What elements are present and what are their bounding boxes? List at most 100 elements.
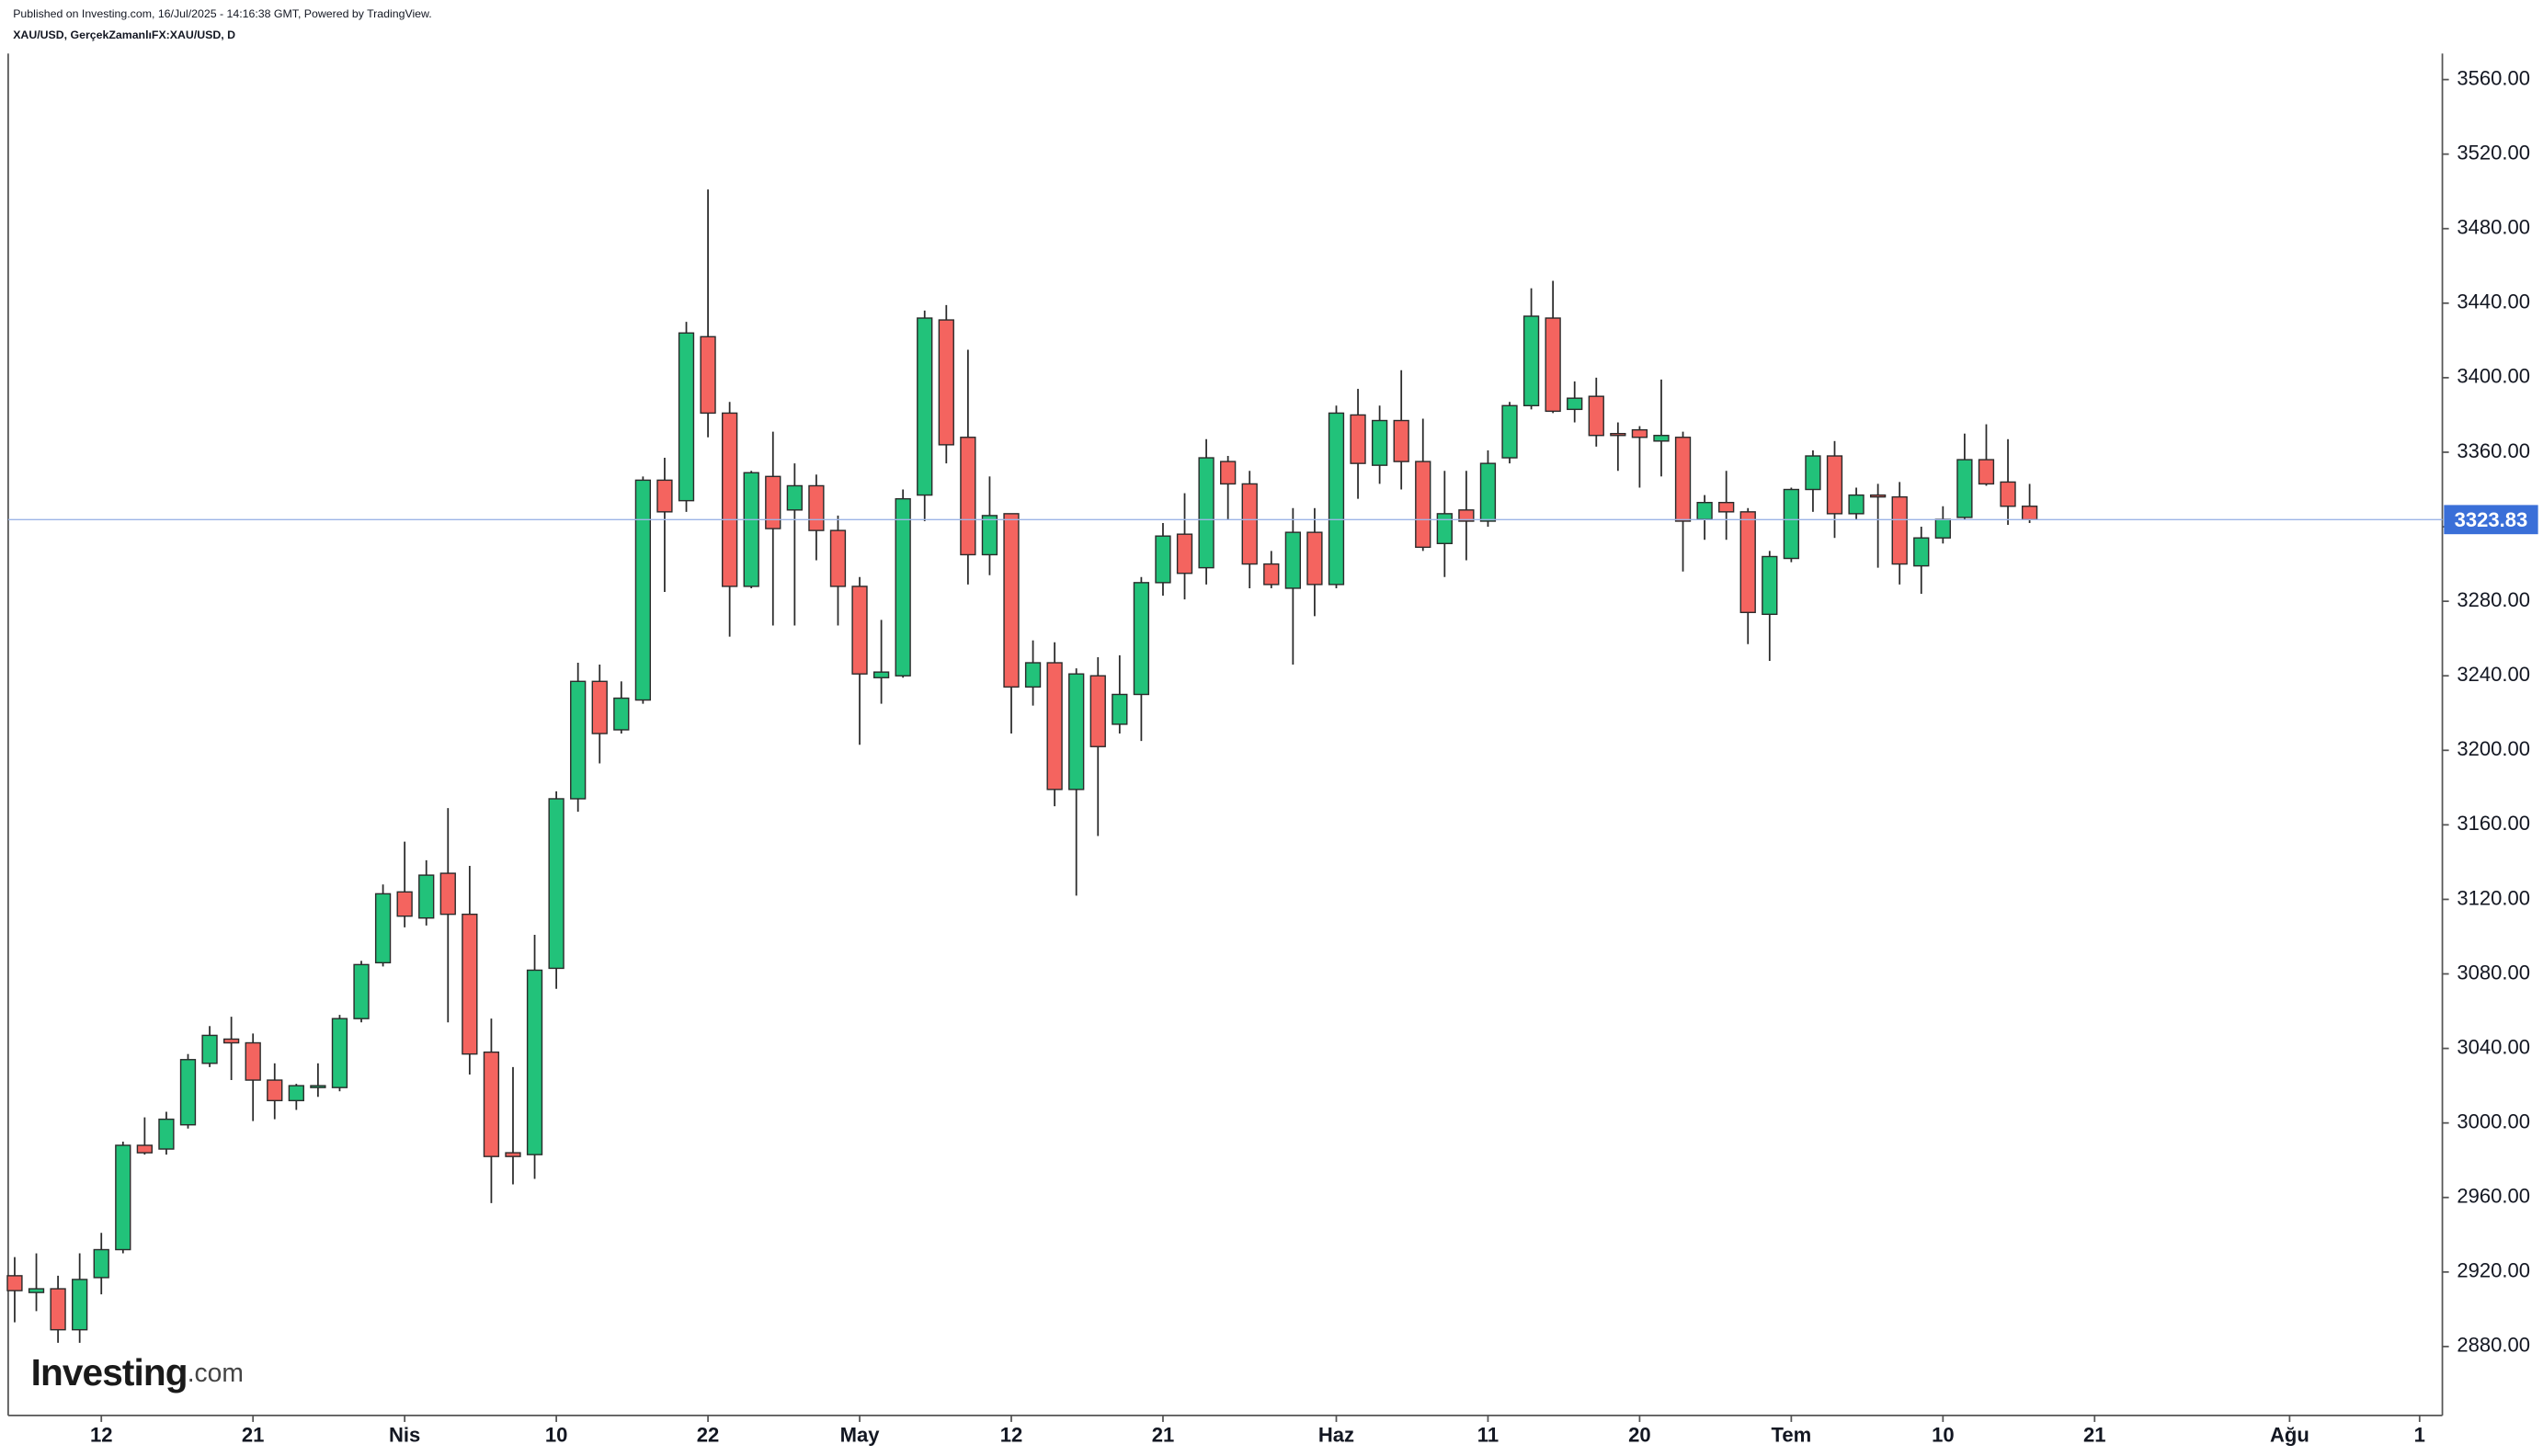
candle-body xyxy=(1978,459,1995,485)
candle-body xyxy=(938,319,954,446)
last-price-box xyxy=(2444,505,2538,535)
candle-body xyxy=(1393,419,1409,462)
candle-body xyxy=(1567,397,1583,411)
candle-body xyxy=(1176,533,1193,574)
y-tick-label: 2880.00 xyxy=(2457,1334,2530,1357)
candle-body xyxy=(1588,395,1604,437)
y-tick-label: 3480.00 xyxy=(2457,216,2530,239)
candle-body xyxy=(310,1085,326,1088)
candle-body xyxy=(418,874,435,919)
candle-body xyxy=(50,1288,66,1331)
candle-body xyxy=(1826,455,1843,515)
candle-body xyxy=(917,317,933,496)
y-tick-label: 3360.00 xyxy=(2457,439,2530,462)
candle-body xyxy=(331,1018,348,1088)
candle-body xyxy=(829,529,847,587)
candle-body xyxy=(591,680,608,734)
candle-body xyxy=(158,1118,175,1150)
candle-body xyxy=(1284,531,1301,589)
candle-body xyxy=(201,1034,218,1064)
x-tick-label: 1 xyxy=(2414,1424,2425,1447)
x-tick-label: Nis xyxy=(389,1424,420,1447)
candle-body xyxy=(786,484,803,511)
candle-body xyxy=(1848,494,1864,515)
candle-body xyxy=(179,1059,197,1126)
candle-body xyxy=(1046,662,1063,791)
candle-body xyxy=(1089,675,1106,747)
candle-body xyxy=(1718,501,1735,513)
candle-body xyxy=(895,497,911,677)
candle-body xyxy=(1610,432,1626,437)
candle-body xyxy=(1783,488,1800,560)
candle-body xyxy=(483,1051,500,1157)
y-tick-label: 3440.00 xyxy=(2457,290,2530,313)
y-tick-label: 3200.00 xyxy=(2457,737,2530,760)
x-tick-label: Ağu xyxy=(2270,1424,2309,1447)
candle-body xyxy=(851,586,868,675)
candle-body xyxy=(1436,513,1453,544)
candle-body xyxy=(808,484,825,531)
candle-body xyxy=(1415,461,1431,549)
watermark-suffix: .com xyxy=(188,1358,244,1387)
candle-body xyxy=(1805,455,1821,491)
symbol-label: XAU/USD, GerçekZamanlıFX:XAU/USD, D xyxy=(13,28,235,41)
y-tick-label: 3240.00 xyxy=(2457,663,2530,686)
candle-body xyxy=(1653,435,1670,442)
candle-body xyxy=(548,798,564,970)
published-note: Published on Investing.com, 16/Jul/2025 … xyxy=(13,7,432,20)
candle-body xyxy=(1545,317,1561,413)
y-tick-label: 3040.00 xyxy=(2457,1035,2530,1058)
y-tick-label: 2960.00 xyxy=(2457,1185,2530,1208)
candle-body xyxy=(115,1144,131,1251)
plot-area xyxy=(6,189,2038,1343)
candle-body xyxy=(1068,673,1085,791)
y-tick-label: 3000.00 xyxy=(2457,1110,2530,1133)
candle-body xyxy=(462,913,478,1055)
candle-body xyxy=(6,1275,23,1291)
candle-body xyxy=(981,515,998,556)
candle-body xyxy=(1631,428,1648,438)
candle-body xyxy=(1501,404,1518,459)
x-tick-label: 21 xyxy=(242,1424,265,1447)
candle-body xyxy=(1155,535,1171,584)
candle-body xyxy=(374,893,392,964)
y-tick-label: 3280.00 xyxy=(2457,588,2530,611)
candle-body xyxy=(634,479,652,701)
candle-body xyxy=(1522,315,1540,407)
candle-body xyxy=(570,680,587,800)
candle-body xyxy=(353,963,370,1019)
candle-body xyxy=(1458,509,1475,522)
candle-body xyxy=(222,1038,240,1044)
candle-body xyxy=(505,1152,521,1157)
candle-body xyxy=(613,697,630,731)
candle-body xyxy=(93,1248,109,1279)
candle-body xyxy=(1913,537,1930,567)
candle-body xyxy=(872,671,890,678)
candle-body xyxy=(1220,461,1237,485)
y-tick-label: 3400.00 xyxy=(2457,365,2530,388)
candle-body xyxy=(288,1085,304,1102)
candle-body xyxy=(72,1279,88,1331)
candle-body xyxy=(960,437,976,556)
candle-body xyxy=(1241,483,1258,565)
x-tick-label: 22 xyxy=(697,1424,720,1447)
candle-body xyxy=(656,479,673,513)
candle-body xyxy=(678,332,695,502)
x-tick-label: 21 xyxy=(2083,1424,2106,1447)
watermark: Investing.com xyxy=(31,1351,244,1393)
candle-body xyxy=(700,336,716,415)
candle-body xyxy=(1263,563,1280,586)
x-tick-label: 10 xyxy=(545,1424,568,1447)
y-tick-label: 3080.00 xyxy=(2457,961,2530,984)
x-tick-label: Haz xyxy=(1318,1424,1354,1447)
candle-body xyxy=(1198,457,1214,569)
y-tick-label: 2920.00 xyxy=(2457,1259,2530,1282)
candle-body xyxy=(1739,511,1756,613)
watermark-brand: Investing xyxy=(31,1351,188,1393)
x-tick-label: 20 xyxy=(1628,1424,1651,1447)
candle-body xyxy=(1024,662,1042,688)
y-tick-label: 3160.00 xyxy=(2457,812,2530,835)
candle-body xyxy=(1306,531,1323,586)
